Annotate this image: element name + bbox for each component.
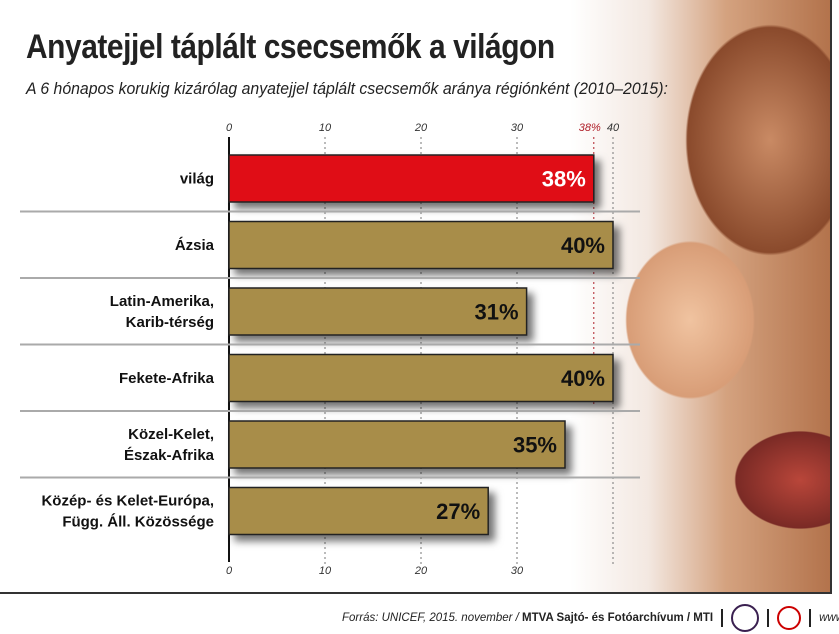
- category-label: Karib-térség: [126, 314, 214, 331]
- infographic-frame: Anyatejjel táplált csecsemők a világon A…: [0, 0, 832, 594]
- source-text: Forrás: UNICEF, 2015. november /: [342, 612, 523, 624]
- mtva-logo-icon: [731, 604, 760, 632]
- bar-chart: 0 10 20 30 40 0 10 20 30 38% 38% világ 40% Ázsia 31% La…: [20, 122, 640, 577]
- data-label: 35%: [513, 433, 557, 458]
- divider: [767, 609, 770, 627]
- category-label: világ: [180, 171, 214, 188]
- divider: [721, 609, 724, 627]
- data-label: 31%: [475, 300, 519, 325]
- agency-text: MTVA Sajtó- és Fotóarchívum / MTI: [522, 612, 714, 624]
- category-label: Közép- és Kelet-Európa,: [41, 493, 214, 510]
- bottom-tick-label: 0: [226, 565, 233, 577]
- data-label: 38%: [542, 167, 586, 192]
- top-tick-label: 0: [226, 122, 233, 134]
- category-label: Latin-Amerika,: [110, 293, 214, 310]
- mti-logo-icon: [777, 606, 802, 630]
- divider: [809, 609, 812, 627]
- data-label: 27%: [436, 499, 480, 524]
- bar: [228, 154, 595, 203]
- bottom-tick-label: 20: [414, 565, 428, 577]
- bar: [228, 220, 614, 270]
- top-tick-label: 40: [607, 122, 620, 134]
- top-tick-label: 30: [511, 122, 524, 134]
- chart-subtitle: A 6 hónapos korukig kizárólag anyatejjel…: [26, 79, 668, 98]
- chart-title: Anyatejjel táplált csecsemők a világon: [26, 28, 555, 66]
- category-label: Fekete-Afrika: [119, 370, 215, 387]
- data-label: 40%: [561, 366, 605, 391]
- bar: [228, 486, 489, 536]
- category-label: Ázsia: [175, 237, 215, 254]
- bar: [228, 287, 528, 336]
- data-label: 40%: [561, 233, 605, 258]
- category-label: Függ. Áll. Közössége: [62, 514, 214, 531]
- top-tick-label: 10: [319, 122, 332, 134]
- reference-label: 38%: [579, 122, 601, 134]
- footer: Forrás: UNICEF, 2015. november / MTVA Sa…: [342, 604, 839, 632]
- category-label: Észak-Afrika: [124, 447, 215, 464]
- bottom-tick-label: 30: [511, 565, 524, 577]
- bar: [228, 353, 614, 403]
- top-tick-label: 20: [414, 122, 428, 134]
- website-link[interactable]: www.mti.hu: [819, 612, 839, 624]
- bottom-tick-label: 10: [319, 565, 332, 577]
- bar: [228, 420, 566, 469]
- category-label: Közel-Kelet,: [128, 426, 214, 443]
